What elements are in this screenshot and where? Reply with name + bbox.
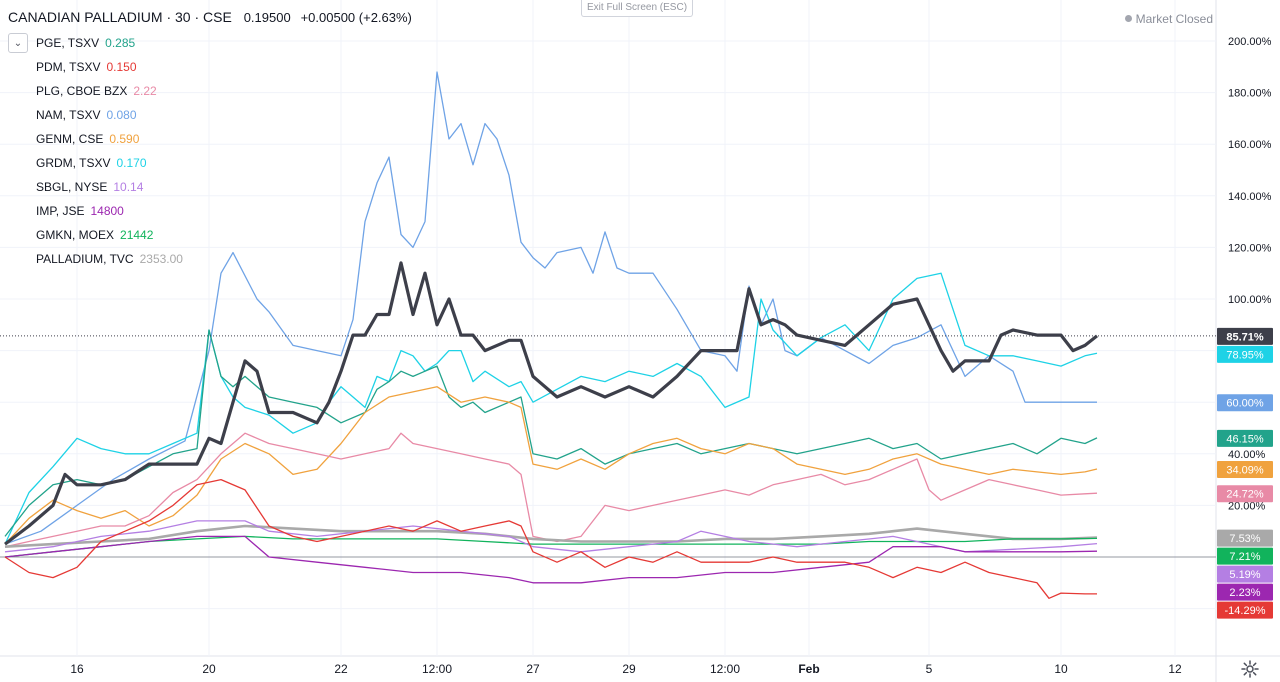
legend-series-name: PALLADIUM, TVC [36, 252, 134, 266]
x-tick-label: 12:00 [710, 662, 740, 676]
x-tick-label: 5 [926, 662, 933, 676]
x-tick-label: 12:00 [422, 662, 452, 676]
x-tick-label: 29 [622, 662, 636, 676]
legend-item[interactable]: GENM, CSE 0.590 [8, 127, 183, 151]
y-tick-label: 140.00% [1228, 191, 1272, 203]
series-line-9[interactable] [4, 478, 1097, 599]
exit-fullscreen-button[interactable]: Exit Full Screen (ESC) [581, 0, 694, 17]
axis-value-badge-label: 34.09% [1226, 465, 1264, 477]
axis-value-badge-label: 5.19% [1229, 569, 1260, 581]
axis-value-badge-label: 7.53% [1229, 533, 1260, 545]
axis-value-badge-label: -14.29% [1225, 605, 1266, 617]
legend-item[interactable]: NAM, TSXV 0.080 [8, 103, 183, 127]
series-line-0[interactable] [4, 71, 1097, 545]
y-tick-label: 200.00% [1228, 36, 1272, 48]
settings-gear-icon[interactable] [1240, 659, 1260, 679]
legend-item[interactable]: GRDM, TSXV 0.170 [8, 151, 183, 175]
series-line-5[interactable] [4, 524, 1098, 548]
x-tick-label: Feb [798, 662, 819, 676]
legend-series-name: IMP, JSE [36, 204, 85, 218]
axis-value-badge-label: 46.15% [1226, 433, 1264, 445]
axis-value-badge [1217, 429, 1273, 447]
y-tick-label: 40.00% [1228, 449, 1266, 461]
legend-item[interactable]: IMP, JSE 14800 [8, 199, 183, 223]
axis-value-badge-label: 2.23% [1229, 587, 1260, 599]
price-change: +0.00500 (+2.63%) [300, 10, 412, 25]
legend-series-value: 2353.00 [139, 252, 183, 266]
legend-series-value: 0.150 [106, 60, 137, 74]
y-tick-label: 20.00% [1228, 500, 1266, 512]
status-dot-icon [1124, 15, 1132, 22]
legend-series-value: 0.285 [105, 36, 136, 50]
series-line-7[interactable] [4, 520, 1098, 553]
series-line-3[interactable] [4, 386, 1098, 545]
legend-series-name: PGE, TSXV [36, 36, 100, 50]
legend-series-value: 0.590 [109, 132, 140, 146]
axis-value-badge [1217, 345, 1273, 363]
legend-series-name: GMKN, MOEX [36, 228, 115, 242]
axis-value-badge-label: 7.21% [1229, 551, 1260, 563]
legend-series-value: 2.22 [133, 84, 157, 98]
x-tick-label: 27 [526, 662, 540, 676]
axis-value-badge [1217, 461, 1273, 479]
y-tick-label: 160.00% [1228, 139, 1272, 151]
axis-value-badge [1217, 547, 1273, 565]
legend-item[interactable]: PLG, CBOE BZX 2.22 [8, 79, 183, 103]
x-tick-label: 20 [202, 662, 216, 676]
series-line-10[interactable] [4, 261, 1098, 546]
chart-header: CANADIAN PALLADIUM · 30 · CSE 0.19500 +0… [8, 9, 412, 25]
legend-series-value: 21442 [120, 228, 154, 242]
series-line-1[interactable] [4, 272, 1098, 545]
legend-series-name: PDM, TSXV [36, 60, 101, 74]
legend-series-name: GRDM, TSXV [36, 156, 111, 170]
x-tick-label: 16 [70, 662, 84, 676]
series-line-8[interactable] [4, 535, 1098, 584]
market-status: Market Closed [1124, 12, 1213, 26]
axis-value-badge-label: 60.00% [1226, 398, 1264, 410]
legend-series-name: NAM, TSXV [36, 108, 101, 122]
series-legend: ⌄ PGE, TSXV 0.285 PDM, TSXV 0.150 PLG, CBOE … [8, 31, 183, 271]
x-tick-label: 10 [1054, 662, 1068, 676]
axis-value-badge [1217, 327, 1273, 345]
axis-value-badge [1217, 565, 1273, 583]
y-tick-label: 180.00% [1228, 88, 1272, 100]
axis-value-badge [1217, 394, 1273, 412]
legend-series-value: 0.080 [106, 108, 137, 122]
x-tick-label: 12 [1168, 662, 1182, 676]
axis-value-badge-label: 85.71% [1226, 331, 1264, 343]
symbol-title: CANADIAN PALLADIUM · 30 · CSE [8, 9, 232, 25]
axis-value-badge [1217, 529, 1273, 547]
axis-value-badge-label: 78.95% [1226, 349, 1264, 361]
legend-series-name: PLG, CBOE BZX [36, 84, 128, 98]
market-status-label: Market Closed [1135, 12, 1213, 26]
legend-series-value: 10.14 [113, 180, 144, 194]
series-line-2[interactable] [4, 329, 1098, 537]
legend-item[interactable]: PDM, TSXV 0.150 [8, 55, 183, 79]
series-line-6[interactable] [4, 535, 1098, 558]
legend-series-value: 0.170 [116, 156, 147, 170]
y-tick-label: 120.00% [1228, 242, 1272, 254]
legend-item[interactable]: GMKN, MOEX 21442 [8, 223, 183, 247]
last-price: 0.19500 [243, 10, 291, 25]
legend-item[interactable]: SBGL, NYSE 10.14 [8, 175, 183, 199]
collapse-legend-button[interactable]: ⌄ [8, 33, 28, 53]
legend-item[interactable]: PGE, TSXV 0.285 [8, 31, 183, 55]
legend-series-name: GENM, CSE [36, 132, 104, 146]
axis-value-badge-label: 24.72% [1226, 489, 1264, 501]
legend-series-value: 14800 [90, 204, 124, 218]
x-tick-label: 22 [334, 662, 348, 676]
axis-value-badge [1217, 601, 1273, 619]
chevron-down-icon: ⌄ [13, 37, 23, 49]
y-tick-label: 100.00% [1228, 294, 1272, 306]
legend-item[interactable]: PALLADIUM, TVC 2353.00 [8, 247, 183, 271]
axis-value-badge [1217, 485, 1273, 503]
legend-series-name: SBGL, NYSE [36, 180, 108, 194]
axis-value-badge [1217, 583, 1273, 601]
